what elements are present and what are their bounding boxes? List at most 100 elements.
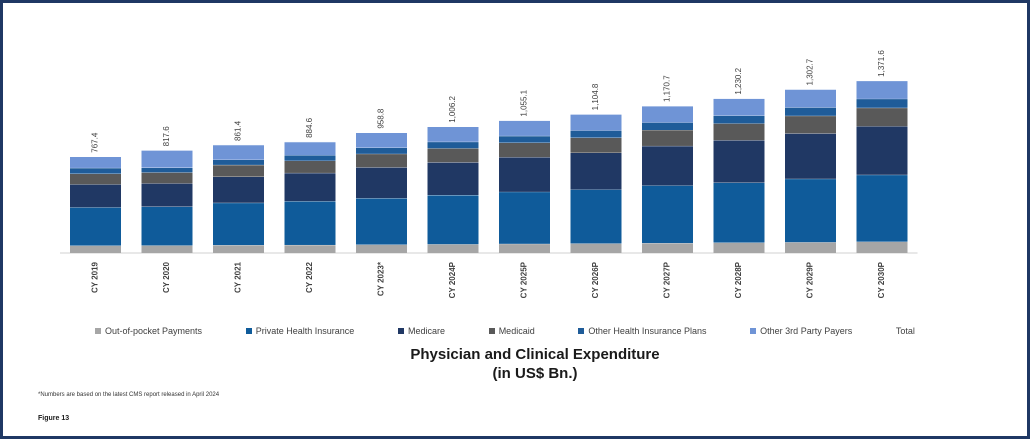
bar-segment — [70, 207, 121, 246]
bar-segment — [284, 155, 336, 161]
bar-total-label: 884.6 — [305, 117, 314, 138]
x-tick-label: CY 2019 — [91, 261, 100, 293]
bar-segment — [141, 172, 193, 184]
bar-segment — [856, 126, 908, 175]
bar-segment — [284, 201, 336, 245]
bar-segment — [141, 245, 193, 253]
bar-segment — [70, 173, 121, 185]
bar-segment — [284, 141, 336, 156]
x-tick-label: CY 2023* — [377, 261, 386, 296]
bar-segment — [642, 243, 693, 253]
bar-total-label: 1,302.7 — [806, 58, 815, 85]
bar-segment — [284, 244, 336, 253]
bar-segment — [642, 106, 693, 123]
x-tick-label: CY 2020 — [162, 261, 171, 293]
bar-segment — [856, 80, 908, 99]
bar-segment — [642, 130, 693, 146]
bar-segment — [570, 137, 622, 153]
bar-segment — [856, 107, 908, 127]
bar-segment — [856, 174, 908, 242]
bar-segment — [642, 185, 693, 244]
bar-segment — [713, 98, 765, 116]
bar-segment — [70, 184, 121, 208]
bar-segment — [856, 241, 908, 253]
bar-segment — [70, 167, 121, 174]
legend-label: Other 3rd Party Payers — [760, 326, 853, 336]
bar-segment — [499, 157, 550, 192]
legend-swatch — [488, 328, 495, 334]
bar-segment — [141, 167, 193, 173]
x-tick-label: CY 2029P — [806, 261, 815, 298]
bar-segment — [570, 152, 622, 190]
bar-segment — [642, 145, 693, 186]
x-tick-label: CY 2025P — [520, 261, 529, 298]
x-tick-label: CY 2028P — [734, 261, 743, 298]
bar-segment — [70, 245, 121, 253]
x-tick-label: CY 2024P — [448, 261, 457, 298]
bar-segment — [213, 202, 264, 246]
bar-segment — [427, 195, 479, 245]
bar-segment — [213, 144, 264, 160]
legend-item: Medicare — [397, 326, 445, 336]
legend-item: Other 3rd Party Payers — [750, 326, 852, 336]
bar-segment — [213, 176, 264, 203]
chart-title: Physician and Clinical Expenditure (in U… — [0, 345, 1030, 383]
bar-segment — [499, 191, 550, 244]
bar-segment — [499, 243, 550, 253]
legend-label: Other Health Insurance Plans — [588, 326, 707, 336]
legend-item-total: Total — [895, 326, 915, 336]
bar-segment — [713, 242, 765, 253]
bar-segment — [713, 115, 765, 124]
bar-segment — [213, 245, 264, 253]
bar-segment — [356, 153, 407, 168]
legend-item: Out-of-pocket Payments — [95, 326, 202, 336]
chart-title-line2: (in US$ Bn.) — [492, 365, 578, 382]
legend-label: Out-of-pocket Payments — [105, 326, 203, 336]
legend-swatch — [95, 328, 101, 334]
bar-segment — [499, 120, 550, 136]
bar-segment — [213, 159, 264, 165]
legend-label: Medicaid — [498, 326, 535, 336]
bar-segment — [785, 89, 836, 108]
bar-total-label: 1,055.1 — [520, 89, 529, 116]
bar-total-label: 861.4 — [234, 120, 243, 141]
bar-segment — [856, 98, 908, 108]
bar-segment — [141, 183, 193, 207]
legend-swatch — [578, 328, 585, 334]
bar-segment — [713, 140, 765, 183]
legend-item: Private Health Insurance — [245, 326, 354, 336]
bar-total-label: 1,006.2 — [448, 96, 457, 123]
bar-segment — [570, 243, 622, 253]
bar-segment — [785, 178, 836, 243]
bar-total-label: 1,170.7 — [663, 75, 672, 102]
x-tick-label: CY 2026P — [591, 261, 600, 298]
bar-segment — [499, 135, 550, 143]
bar-total-label: 958.8 — [377, 108, 386, 129]
bar-segment — [284, 172, 336, 202]
bar-segment — [427, 141, 479, 149]
footnote: *Numbers are based on the latest CMS rep… — [38, 392, 220, 398]
legend-label: Medicare — [407, 326, 445, 336]
bar-segment — [141, 150, 193, 168]
legend-swatch — [245, 328, 252, 334]
bar-total-label: 1,230.2 — [734, 67, 743, 94]
legend-item: Other Health Insurance Plans — [578, 326, 706, 336]
bar-segment — [570, 114, 622, 131]
bar-segment — [427, 148, 479, 163]
bar-segment — [356, 147, 407, 154]
x-tick-label: CY 2021 — [234, 261, 243, 293]
bar-segment — [785, 115, 836, 134]
legend-swatch — [397, 328, 404, 334]
bar-total-label: 1,371.6 — [877, 50, 886, 77]
bar-segment — [284, 160, 336, 173]
bar-segment — [570, 130, 622, 138]
bar-segment — [356, 167, 407, 199]
bar-segment — [356, 244, 407, 253]
bar-segment — [785, 242, 836, 253]
bar-segment — [785, 107, 836, 116]
x-tick-label: CY 2030P — [877, 261, 886, 298]
figure-label: Figure 13 — [38, 415, 70, 422]
bar-segment — [499, 142, 550, 158]
bar-segment — [785, 133, 836, 179]
